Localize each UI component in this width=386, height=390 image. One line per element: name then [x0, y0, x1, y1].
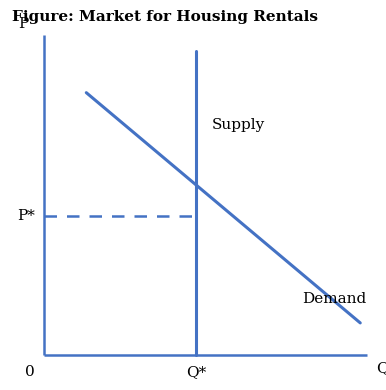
Text: Supply: Supply — [212, 118, 265, 132]
Text: 0: 0 — [25, 365, 35, 379]
Text: Demand: Demand — [302, 292, 366, 306]
Text: Figure: Market for Housing Rentals: Figure: Market for Housing Rentals — [12, 10, 318, 24]
Text: Q*: Q* — [186, 365, 206, 379]
Text: P: P — [18, 17, 28, 31]
Text: Q: Q — [376, 361, 386, 375]
Text: P*: P* — [17, 209, 35, 223]
